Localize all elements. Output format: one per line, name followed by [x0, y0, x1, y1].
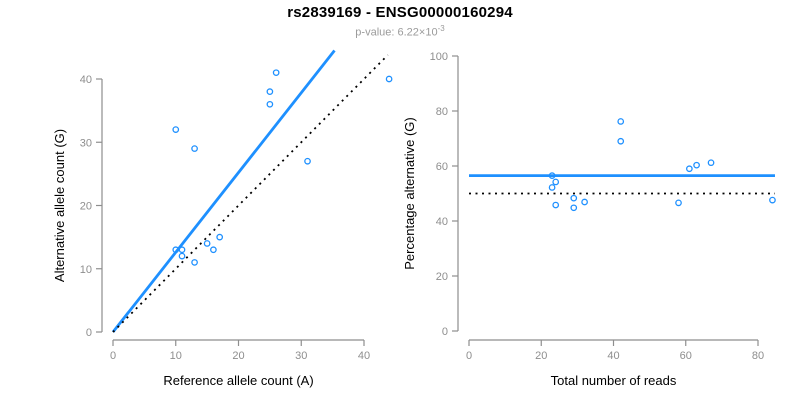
right-data-point — [617, 118, 625, 125]
left-identity-line — [112, 54, 389, 333]
right-x-axis-label: Total number of reads — [551, 373, 677, 388]
right-data-point — [617, 137, 625, 145]
right-x-tick-label: 20 — [535, 350, 547, 362]
right-x-tick-label: 80 — [752, 350, 764, 362]
right-y-tick-label: 20 — [436, 271, 448, 283]
right-data-point — [548, 172, 556, 179]
left-data-point — [385, 75, 393, 83]
right-data-point — [552, 201, 560, 209]
left-data-point — [216, 233, 224, 241]
left-x-tick-label: 30 — [295, 350, 307, 362]
left-data-point — [266, 88, 274, 96]
right-data-point — [581, 198, 588, 206]
left-data-point — [178, 252, 186, 260]
left-data-point — [191, 145, 198, 152]
left-y-tick-label: 10 — [80, 264, 92, 276]
right-y-tick-label: 0 — [442, 326, 448, 338]
p-value-exponent: -3 — [437, 24, 445, 33]
left-y-tick-label: 0 — [86, 327, 92, 339]
right-y-axis-label: Percentage alternative (G) — [402, 117, 417, 269]
right-y-tick-label: 80 — [436, 106, 448, 118]
p-value-subtitle: p-value: 6.22×10-3 — [0, 24, 800, 39]
right-y-tick-label: 60 — [436, 161, 448, 173]
right-data-point — [675, 199, 682, 207]
right-data-point — [686, 165, 693, 173]
right-x-tick-label: 40 — [607, 350, 619, 362]
left-data-point — [172, 246, 180, 254]
left-data-point — [203, 240, 211, 247]
left-x-axis-label: Reference allele count (A) — [163, 373, 313, 388]
left-data-point — [210, 246, 217, 254]
right-data-point — [552, 178, 560, 186]
left-y-axis-label: Alternative allele count (G) — [52, 129, 67, 282]
left-x-tick-label: 0 — [110, 350, 116, 362]
right-data-point — [570, 204, 578, 212]
p-value-text: p-value: 6.22×10 — [355, 26, 438, 39]
left-data-point — [304, 157, 311, 165]
page-title: rs2839169 - ENSG00000160294 — [287, 4, 513, 21]
left-x-tick-label: 20 — [232, 350, 244, 362]
left-data-point — [266, 100, 274, 108]
right-data-point — [548, 184, 556, 191]
right-data-point — [707, 159, 715, 167]
left-fit-line — [111, 49, 336, 333]
right-data-point — [769, 196, 776, 204]
right-y-tick-label: 40 — [436, 216, 448, 228]
left-y-tick-label: 40 — [80, 74, 92, 86]
left-y-tick-label: 30 — [80, 137, 92, 149]
right-data-point — [693, 161, 700, 169]
left-data-point — [172, 126, 180, 133]
left-x-tick-label: 40 — [358, 350, 370, 362]
left-x-tick-label: 10 — [170, 350, 182, 362]
right-data-point — [570, 194, 578, 202]
left-data-point — [178, 246, 186, 254]
right-y-tick-label: 100 — [430, 51, 448, 63]
left-data-point — [191, 259, 198, 266]
left-data-point — [272, 69, 280, 77]
left-y-tick-label: 20 — [80, 201, 92, 213]
right-x-tick-label: 60 — [680, 350, 692, 362]
right-x-tick-label: 0 — [466, 350, 472, 362]
